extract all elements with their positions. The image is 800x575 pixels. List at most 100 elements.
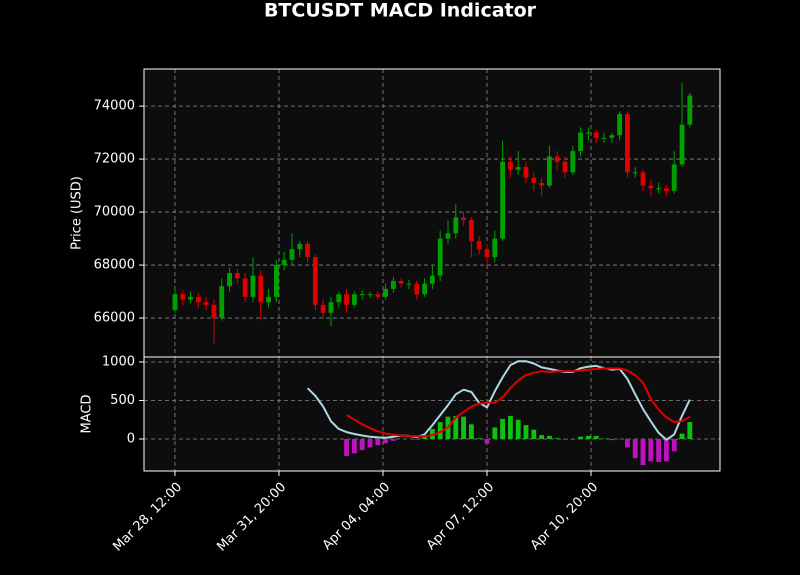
histogram-bar: [383, 438, 389, 444]
candle-body: [468, 220, 474, 242]
candle-body: [266, 296, 271, 303]
histogram-bar: [648, 438, 654, 462]
candle-body: [492, 238, 498, 258]
candle-body: [453, 217, 459, 234]
candle-body: [539, 182, 545, 186]
histogram-bar: [507, 415, 513, 439]
histogram-bar: [570, 438, 576, 440]
candle-body: [523, 167, 529, 178]
y-axis-label: Price (USD): [70, 176, 85, 250]
candle-body: [359, 294, 365, 296]
histogram-bar: [562, 438, 568, 440]
price-panel: [144, 69, 720, 357]
candle-body: [554, 156, 560, 162]
candle-body: [320, 304, 326, 313]
candle-body: [414, 283, 420, 295]
histogram-bar: [539, 435, 545, 439]
chart-title: BTCUSDT MACD Indicator: [264, 0, 537, 22]
histogram-bar: [492, 427, 498, 439]
candle-body: [484, 249, 490, 258]
candle-body: [211, 304, 217, 319]
candle-body: [515, 167, 521, 170]
candle-body: [312, 257, 318, 305]
histogram-bar: [656, 438, 662, 463]
histogram-bar: [523, 425, 529, 439]
candle-body: [617, 114, 623, 136]
candle-body: [227, 273, 232, 287]
histogram-bar: [632, 438, 638, 459]
histogram-bar: [344, 438, 349, 456]
candle-body: [671, 164, 677, 191]
candle-body: [687, 95, 693, 125]
candle-body: [562, 161, 568, 173]
candle-body: [445, 233, 451, 239]
candle-body: [195, 296, 201, 303]
histogram-bar: [390, 438, 396, 441]
candle-body: [242, 278, 248, 297]
histogram-bar: [367, 438, 373, 448]
candle-body: [172, 294, 178, 311]
histogram-bar: [578, 436, 584, 439]
histogram-bar: [351, 438, 357, 454]
histogram-bar: [375, 438, 381, 446]
candle-body: [336, 294, 342, 303]
histogram-bar: [429, 428, 435, 439]
y-tick-label: 68000: [94, 258, 135, 273]
histogram-bar: [500, 418, 506, 439]
candle-body: [390, 280, 396, 289]
candle-body: [625, 114, 630, 173]
candle-body: [570, 151, 576, 173]
candle-body: [289, 249, 295, 260]
candle-body: [593, 132, 599, 138]
candle-body: [383, 288, 389, 297]
candle-body: [422, 283, 428, 295]
candle-body: [429, 275, 435, 284]
histogram-bar: [664, 438, 669, 462]
candle-body: [344, 294, 349, 305]
candle-body: [679, 124, 685, 165]
histogram-bar: [679, 433, 685, 439]
y-tick-label: 0: [127, 431, 135, 446]
candle-body: [585, 132, 591, 134]
indicator-line: [346, 367, 691, 438]
candle-body: [406, 283, 412, 285]
candle-body: [203, 302, 209, 305]
candle-body: [632, 172, 638, 174]
candle-body: [609, 135, 615, 138]
histogram-bar: [476, 438, 482, 439]
histogram-bar: [593, 435, 599, 439]
histogram-bar: [422, 437, 428, 439]
candle-body: [250, 275, 256, 297]
candle-body: [281, 259, 287, 266]
candle-body: [273, 265, 279, 297]
candle-body: [461, 217, 467, 221]
y-tick-label: 1000: [102, 355, 135, 370]
histogram-bar: [585, 435, 591, 439]
candle-body: [476, 241, 482, 250]
candle-body: [297, 243, 303, 250]
histogram-bar: [359, 438, 365, 451]
candle-body: [258, 275, 264, 303]
candle-body: [437, 238, 443, 276]
y-tick-label: 500: [110, 393, 135, 408]
histogram-bar: [437, 422, 443, 439]
candle-body: [656, 188, 662, 190]
candle-body: [507, 161, 513, 170]
candle-body: [219, 286, 225, 319]
candle-body: [328, 302, 334, 313]
y-tick-label: 74000: [94, 99, 135, 114]
histogram-bar: [453, 415, 459, 439]
histogram-bar: [484, 438, 490, 444]
candle-body: [367, 294, 373, 296]
candle-body: [664, 188, 669, 191]
histogram-bar: [414, 438, 420, 440]
y-tick-label: 70000: [94, 205, 135, 220]
histogram-bar: [461, 416, 467, 439]
candle-body: [500, 161, 506, 239]
histogram-bar: [640, 438, 646, 466]
indicator-line: [306, 360, 691, 441]
candle-body: [234, 273, 240, 279]
candle-body: [375, 294, 381, 297]
candle-body: [640, 172, 646, 186]
